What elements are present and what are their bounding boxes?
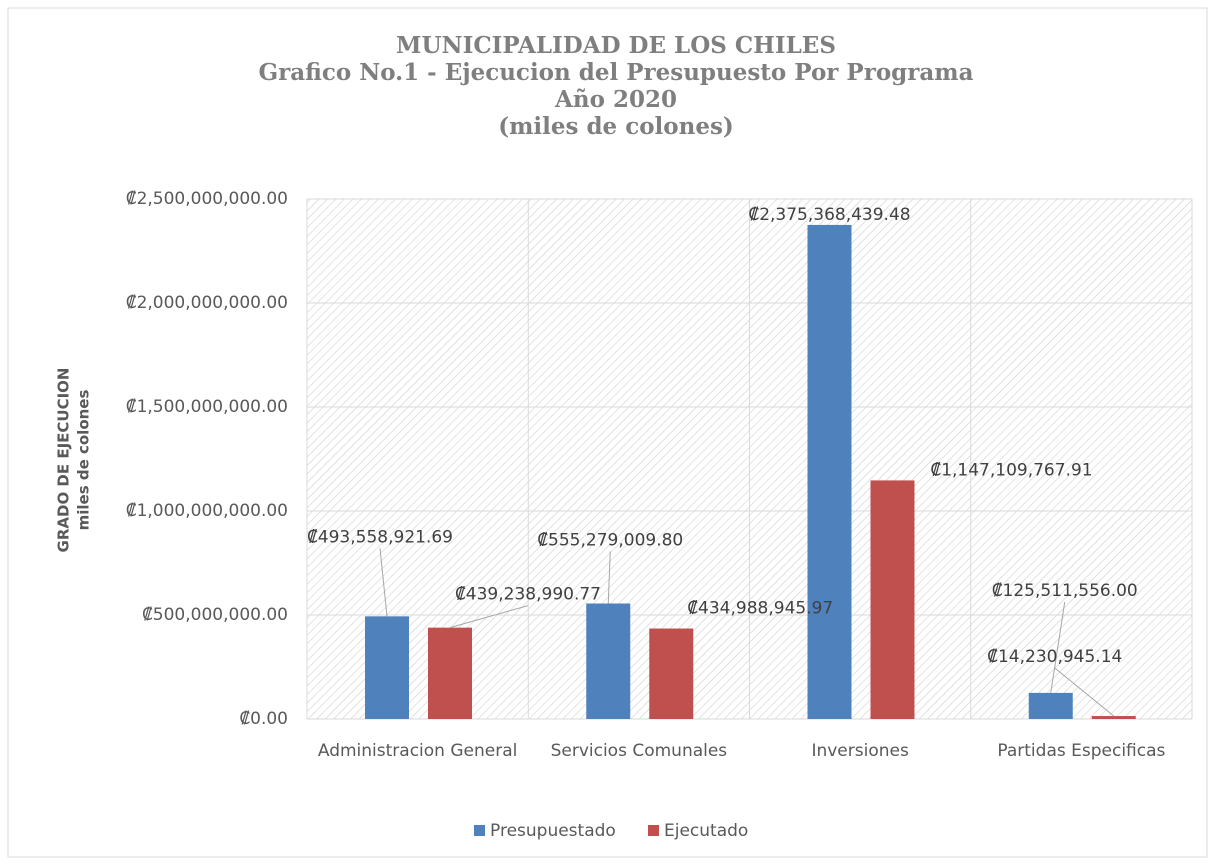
x-tick-label: Partidas Especificas	[997, 741, 1166, 761]
x-tick-label: Servicios Comunales	[550, 741, 728, 761]
chart-title: Año 2020	[554, 86, 677, 113]
y-tick-label: ₡2,500,000,000.00	[126, 189, 288, 209]
bar	[586, 603, 631, 719]
x-tick-label: Administracion General	[317, 741, 518, 761]
data-label: ₡2,375,368,439.48	[748, 205, 910, 225]
data-label: ₡14,230,945.14	[987, 647, 1122, 667]
y-tick-label: ₡1,000,000,000.00	[126, 501, 288, 521]
leader-line	[1054, 667, 1115, 717]
bar	[807, 224, 852, 719]
leader-line	[379, 548, 388, 617]
legend-label: Ejecutado	[664, 821, 748, 841]
data-label: ₡125,511,556.00	[992, 581, 1138, 601]
data-label: ₡439,238,990.77	[455, 585, 601, 605]
legend-swatch	[474, 825, 485, 836]
bar	[870, 480, 915, 719]
y-tick-label: ₡1,500,000,000.00	[126, 397, 288, 417]
bar	[365, 616, 409, 719]
leader-line	[449, 605, 529, 629]
y-axis-label: miles de colones	[75, 390, 93, 531]
data-label: ₡555,279,009.80	[537, 531, 683, 551]
x-tick-label-box: Inversiones	[811, 741, 909, 761]
bar	[649, 628, 694, 719]
chart-title: MUNICIPALIDAD DE LOS CHILES	[396, 32, 836, 59]
y-tick-label: ₡500,000,000.00	[142, 605, 288, 625]
leader-line	[607, 551, 611, 604]
data-label: ₡1,147,109,767.91	[930, 460, 1092, 480]
bar	[1028, 692, 1073, 719]
y-axis-label: GRADO DE EJECUCION	[55, 368, 73, 553]
data-label: ₡434,988,945.97	[687, 599, 833, 619]
x-tick-label-box: Servicios Comunales	[550, 741, 728, 761]
chart-title: (miles de colones)	[498, 113, 734, 140]
x-tick-label-box: Administracion General	[317, 741, 518, 761]
x-tick-label-box: Partidas Especificas	[997, 741, 1166, 761]
x-tick-label: Inversiones	[811, 741, 909, 761]
chart-title: Grafico No.1 - Ejecucion del Presupuesto…	[258, 59, 973, 86]
legend-swatch	[648, 825, 659, 836]
legend-label: Presupuestado	[490, 821, 616, 841]
y-tick-label: ₡2,000,000,000.00	[126, 293, 288, 313]
bar	[1091, 716, 1136, 719]
data-label: ₡493,558,921.69	[307, 527, 453, 547]
y-tick-label: ₡0.00	[239, 709, 288, 729]
bar	[428, 627, 472, 719]
leader-line	[1050, 601, 1066, 693]
